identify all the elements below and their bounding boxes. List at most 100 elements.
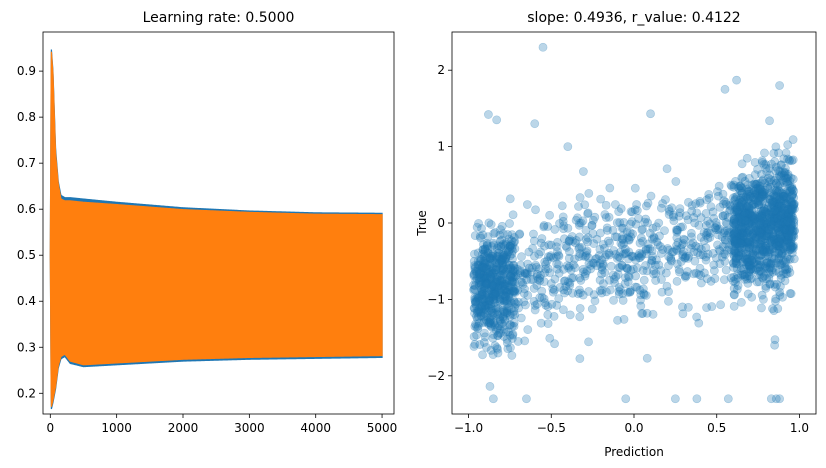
scatter-point	[627, 217, 637, 227]
scatter-point	[614, 287, 624, 296]
scatter-point	[472, 293, 482, 303]
scatter-point	[781, 228, 791, 238]
scatter-point	[652, 237, 662, 247]
scatter-point	[772, 173, 782, 183]
scatter-point	[558, 212, 568, 222]
scatter-point	[493, 331, 503, 341]
scatter-point	[496, 225, 505, 234]
scatter-point	[735, 229, 745, 239]
scatter-point	[761, 241, 771, 251]
scatter-point	[639, 275, 649, 285]
scatter-point	[478, 276, 488, 286]
scatter-point	[486, 269, 496, 279]
scatter-point	[755, 181, 765, 191]
scatter-point	[751, 191, 761, 201]
scatter-point	[776, 251, 786, 261]
scatter-point	[754, 266, 764, 276]
scatter-point	[742, 237, 752, 247]
scatter-point	[743, 257, 752, 267]
scatter-point	[669, 210, 678, 220]
scatter-point	[492, 277, 502, 287]
scatter-point	[503, 285, 513, 295]
scatter-point	[604, 248, 614, 258]
scatter-point	[478, 245, 488, 255]
scatter-point	[476, 270, 486, 279]
scatter-point	[777, 249, 787, 259]
scatter-point	[500, 279, 510, 289]
scatter-point	[752, 211, 762, 221]
scatter-point	[496, 254, 506, 264]
scatter-point	[638, 309, 648, 318]
scatter-point	[506, 320, 515, 329]
scatter-point	[678, 247, 688, 256]
scatter-point	[769, 197, 778, 207]
scatter-point	[729, 284, 739, 293]
scatter-point	[508, 278, 518, 288]
scatter-point	[726, 273, 736, 283]
scatter-point	[721, 218, 731, 227]
scatter-point	[477, 224, 486, 233]
scatter-point	[647, 234, 657, 244]
scatter-point	[774, 237, 784, 247]
scatter-point	[639, 289, 648, 298]
scatter-point	[503, 264, 512, 274]
scatter-point	[491, 291, 501, 301]
scatter-point	[723, 213, 733, 222]
scatter-point	[505, 330, 515, 340]
scatter-point	[729, 215, 739, 225]
scatter-point	[479, 304, 489, 314]
scatter-point	[712, 221, 722, 231]
scatter-point	[785, 245, 795, 254]
learning-rate-x-axis: 0 1000 2000 3000 4000 5000	[46, 414, 397, 435]
scatter-point	[592, 254, 602, 263]
scatter-point	[581, 248, 591, 257]
scatter-point	[750, 195, 760, 205]
scatter-point	[480, 332, 490, 342]
scatter-point	[758, 189, 767, 199]
scatter-point	[479, 263, 489, 272]
scatter-point	[719, 275, 729, 285]
scatter-point	[557, 201, 567, 211]
scatter-point	[729, 234, 739, 244]
scatter-point	[651, 269, 661, 278]
scatter-point	[523, 290, 533, 300]
scatter-point	[538, 42, 548, 52]
scatter-point	[575, 312, 585, 322]
scatter-point	[756, 178, 765, 188]
scatter-point	[731, 239, 741, 249]
scatter-point	[628, 264, 638, 274]
scatter-point	[626, 232, 636, 242]
scatter-point	[567, 232, 577, 241]
scatter-point	[781, 269, 791, 278]
scatter-point	[510, 288, 520, 297]
scatter-point	[744, 194, 753, 204]
scatter-point	[757, 214, 767, 224]
scatter-point	[730, 228, 740, 238]
scatter-point	[473, 324, 483, 333]
scatter-point	[734, 183, 743, 193]
scatter-point	[489, 330, 498, 340]
scatter-point	[756, 218, 766, 228]
scatter-point	[769, 190, 779, 199]
scatter-point	[759, 187, 768, 197]
scatter-point	[643, 244, 653, 254]
scatter-point	[776, 205, 785, 215]
scatter-point	[497, 265, 507, 275]
y-tick-label: −2	[427, 369, 445, 383]
scatter-point	[704, 193, 714, 203]
scatter-point	[760, 204, 770, 214]
scatter-point	[733, 270, 742, 280]
scatter-point	[479, 318, 488, 328]
scatter-point	[773, 199, 783, 208]
scatter-point	[662, 164, 672, 174]
scatter-point	[767, 236, 777, 246]
scatter-point	[759, 263, 769, 273]
scatter-point	[788, 242, 798, 251]
scatter-point	[498, 260, 508, 270]
scatter-point	[470, 264, 480, 274]
scatter-point	[654, 218, 664, 228]
scatter-point	[648, 251, 657, 261]
scatter-point	[493, 241, 503, 251]
scatter-point	[470, 295, 480, 305]
scatter-point	[483, 110, 493, 119]
